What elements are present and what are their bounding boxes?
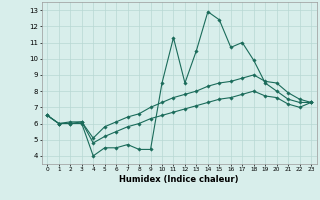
X-axis label: Humidex (Indice chaleur): Humidex (Indice chaleur): [119, 175, 239, 184]
